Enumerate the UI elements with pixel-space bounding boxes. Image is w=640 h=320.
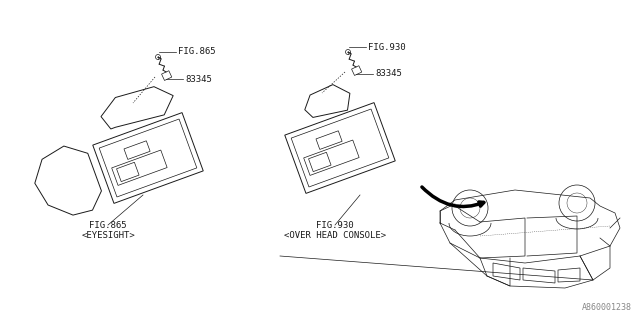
Text: FIG.865: FIG.865: [89, 221, 127, 230]
Text: 83345: 83345: [375, 69, 402, 78]
Text: FIG.930: FIG.930: [368, 43, 406, 52]
Text: 83345: 83345: [185, 75, 212, 84]
Text: <OVER HEAD CONSOLE>: <OVER HEAD CONSOLE>: [284, 231, 386, 240]
Text: <EYESIGHT>: <EYESIGHT>: [81, 231, 135, 240]
Text: A860001238: A860001238: [582, 303, 632, 312]
Text: FIG.865: FIG.865: [178, 47, 216, 57]
Text: FIG.930: FIG.930: [316, 221, 354, 230]
